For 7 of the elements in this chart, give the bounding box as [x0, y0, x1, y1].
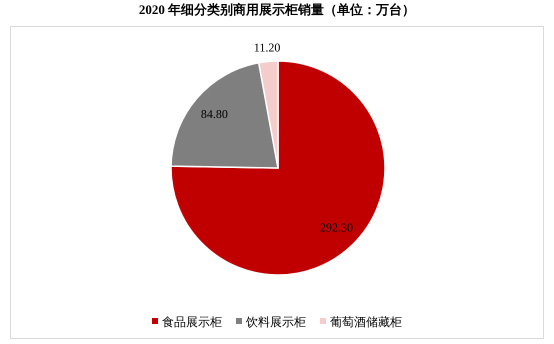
legend-label: 饮料展示柜 — [245, 315, 306, 329]
legend-label: 食品展示柜 — [162, 315, 222, 329]
chart-title: 2020 年细分类别商用展示柜销量（单位：万台） — [138, 2, 416, 17]
data-label: 292.30 — [320, 220, 353, 235]
legend-label: 葡萄酒储藏柜 — [330, 315, 402, 329]
data-label: 11.20 — [254, 40, 280, 54]
data-label: 84.80 — [200, 107, 228, 122]
